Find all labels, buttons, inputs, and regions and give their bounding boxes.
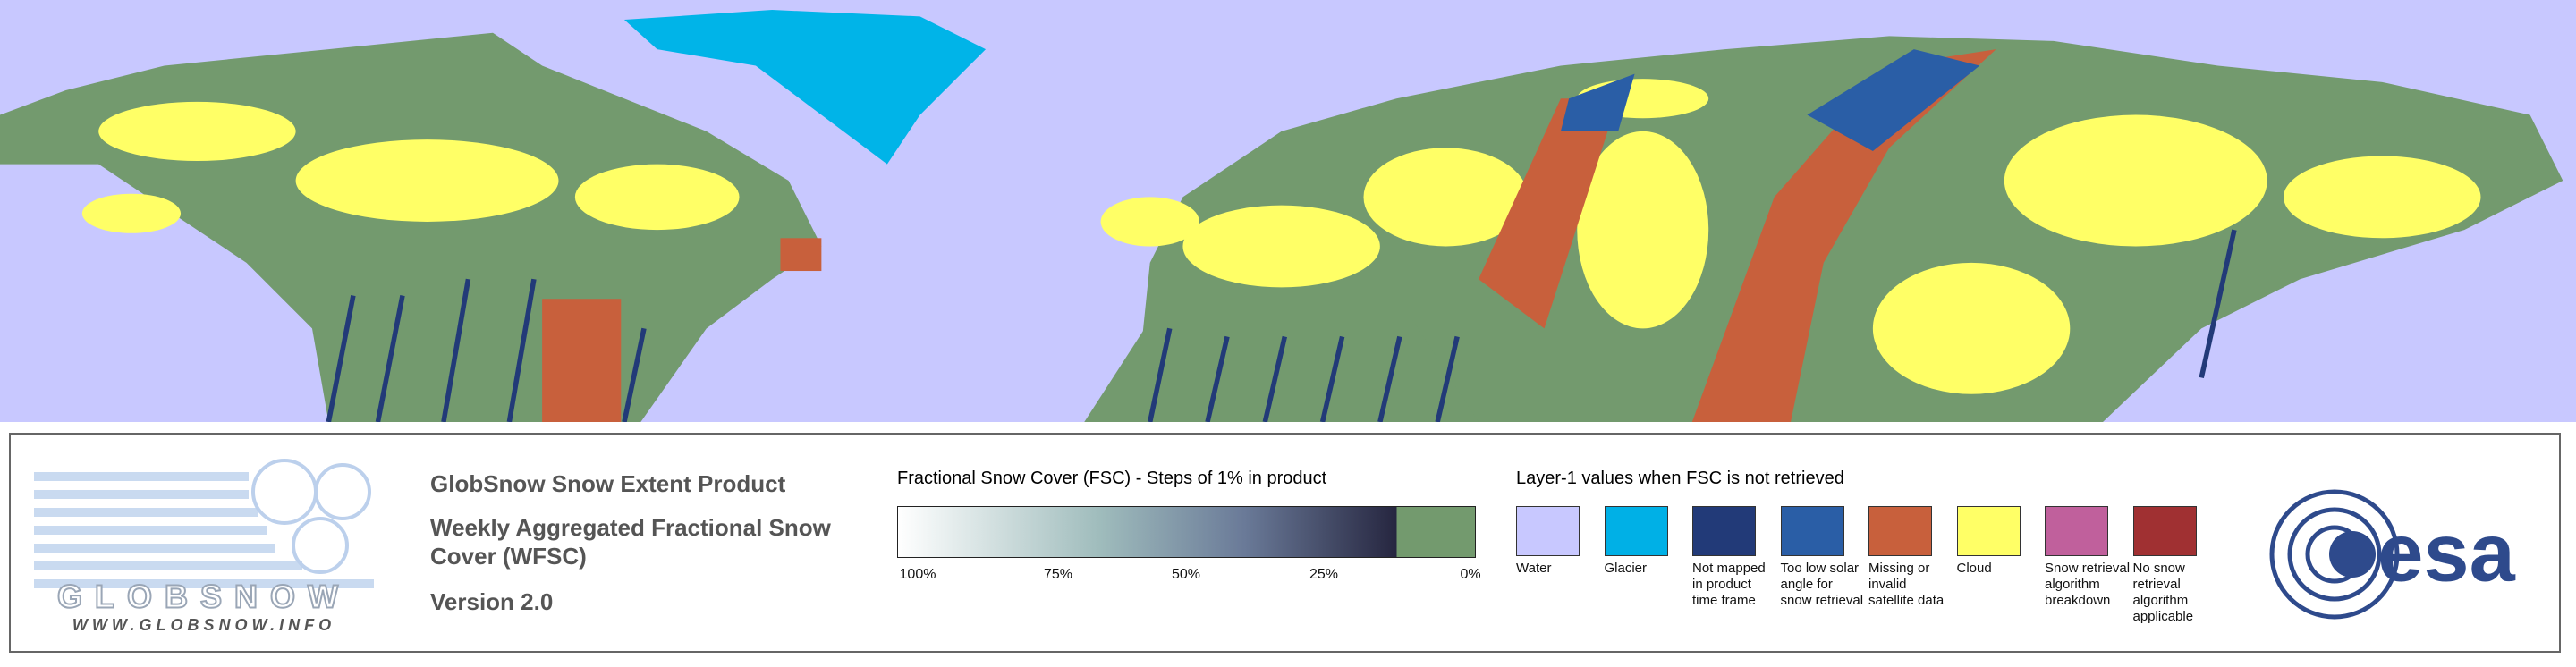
legend-panel (9, 433, 2561, 653)
legend-swatch (1868, 506, 1932, 556)
version: Version 2.0 (430, 588, 554, 615)
legend-label: Glacier (1604, 561, 1648, 576)
legend-label: Too low solar angle for snow retrieval (1780, 561, 1864, 608)
snow-map (0, 0, 2576, 422)
logo-url: WWW.GLOBSNOW.INFO (72, 616, 335, 634)
fsc-tick-label: 50% (1171, 567, 1201, 582)
title: GlobSnow Snow Extent Product (430, 470, 786, 497)
legend-swatch (1604, 506, 1668, 556)
legend-label: Not mapped in product time frame (1692, 561, 1766, 608)
legend-swatch (1956, 506, 2021, 556)
fsc-tick-label: 25% (1309, 567, 1339, 582)
subtitle: Weekly Aggregated Fractional Snow Cover … (430, 514, 831, 570)
fsc-tick-label: 75% (1043, 567, 1073, 582)
legend-swatch (1516, 506, 1580, 556)
logo-name: GLOBSNOW (57, 578, 351, 615)
globsnow-logo: GLOBSNOW WWW.GLOBSNOW.INFO (34, 459, 374, 634)
legend-swatch (1692, 506, 1756, 556)
esa-logo: esa (2269, 489, 2516, 620)
legend-label: No snow retrieval algorithm applicable (2132, 561, 2194, 624)
layer-title: Layer-1 values when FSC is not retrieved (1516, 469, 1844, 488)
legend-label: Snow retrieval algorithm breakdown (2045, 561, 2131, 608)
legend-swatch (2132, 506, 2197, 556)
fsc-tick-label: 100% (899, 567, 936, 582)
legend-label: Water (1516, 561, 1552, 576)
fsc-title: Fractional Snow Cover (FSC) - Steps of 1… (897, 469, 1327, 488)
fsc-tick-label: 0% (1460, 567, 1481, 582)
legend-swatch (2045, 506, 2108, 556)
fsc-colorbar (897, 506, 1476, 558)
legend-label: Cloud (1956, 561, 1992, 576)
agency-name: esa (2377, 507, 2515, 598)
legend-label: Missing or invalid satellite data (1868, 561, 1945, 608)
legend-swatch (1780, 506, 1844, 556)
